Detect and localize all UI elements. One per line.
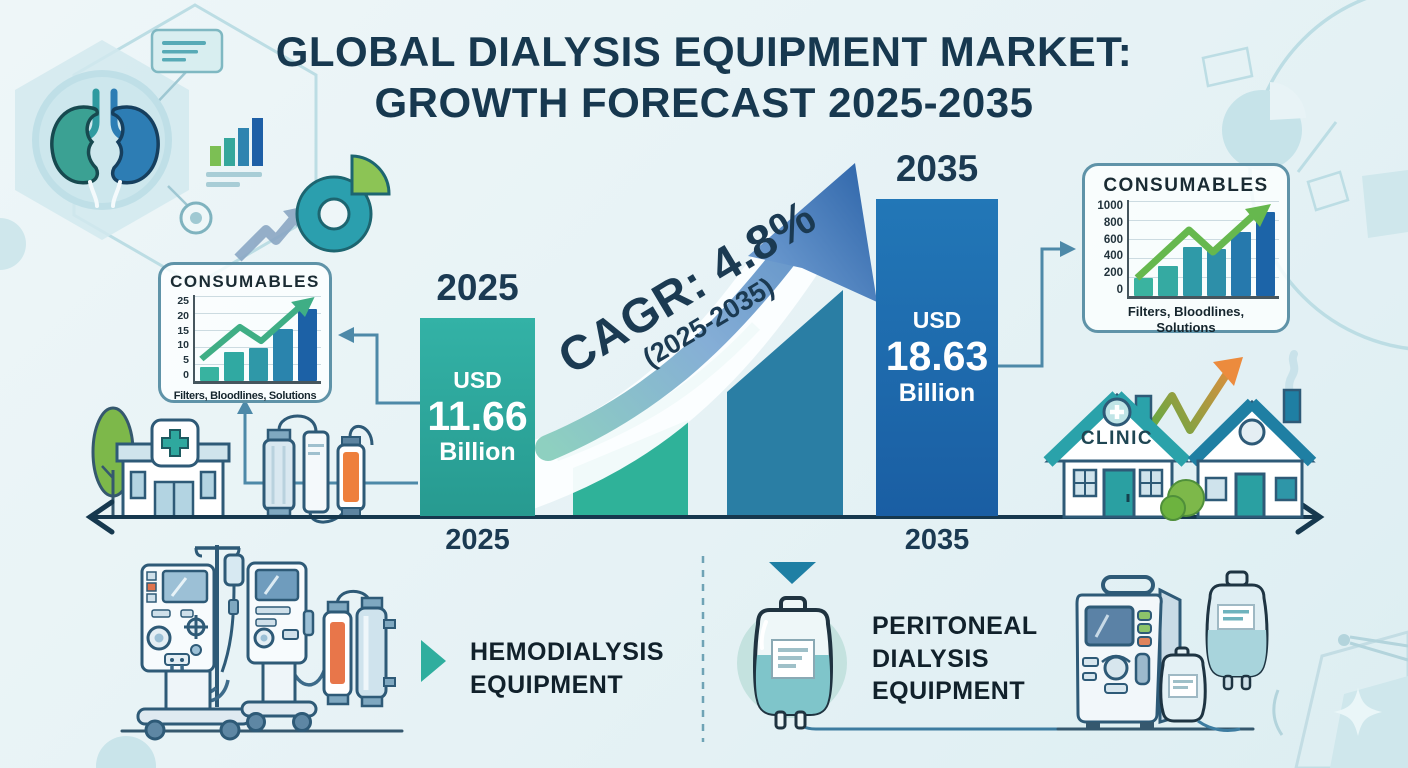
consumables-card-right: CONSUMABLES 1000 800 600 400 200 0 Filte… (1082, 163, 1290, 335)
mini-bar (1158, 266, 1178, 296)
tick-label: 5 (183, 354, 189, 367)
mini-bar (1182, 247, 1202, 296)
y-axis-ticks: 1000 800 600 400 200 0 (1091, 200, 1127, 296)
tick-label: 600 (1103, 233, 1123, 246)
hemodialysis-label: HEMODIALYSIS EQUIPMENT (470, 636, 664, 701)
mini-bar (1134, 278, 1154, 296)
mini-bar (248, 348, 269, 381)
tick-label: 0 (1116, 283, 1123, 296)
card-caption: Filters, Bloodlines, Solutions (1085, 304, 1287, 337)
bar-2035: USD 18.63 Billion (876, 199, 998, 516)
mini-chart: 25 20 15 10 5 0 (167, 295, 321, 384)
bar-currency: USD (912, 307, 962, 334)
consumables-card-left: CONSUMABLES 25 20 15 10 5 0 Filters, Blo… (158, 262, 332, 403)
clinic-home-scene (1043, 350, 1317, 521)
mini-chart: 1000 800 600 400 200 0 (1091, 200, 1279, 299)
bar-2025: USD 11.66 Billion (420, 318, 535, 516)
mini-bar (1255, 212, 1275, 296)
clinic-sign-label: CLINIC (1080, 428, 1154, 449)
card-title: CONSUMABLES (170, 272, 320, 291)
bar-year-label: 2025 (436, 267, 519, 308)
tick-label: 25 (177, 295, 189, 307)
mini-chart-plot (1127, 200, 1279, 299)
pd-cycler-machine (1056, 570, 1269, 732)
card-title: CONSUMABLES (1103, 175, 1269, 196)
caption-line-1: Filters, Bloodlines, (1127, 304, 1245, 319)
bar-unit: Billion (898, 378, 976, 407)
mini-bar (273, 329, 293, 381)
right-triangle-icon (421, 640, 446, 682)
note-card-icon (150, 28, 224, 74)
connector-arrows (237, 241, 1076, 485)
bar-value: 11.66 (427, 392, 528, 439)
kidney-icon (32, 70, 172, 210)
tick-label: 10 (177, 339, 189, 352)
peritoneal-line-1: PERITONEAL (872, 612, 1038, 640)
page-title: GLOBAL DIALYSIS EQUIPMENT MARKET: GROWTH… (0, 26, 1408, 128)
axis-label-2025: 2025 (445, 524, 510, 556)
mini-bars (200, 309, 318, 381)
bar-value: 18.63 (885, 333, 989, 380)
bar-chart-icon (206, 118, 263, 187)
peritoneal-bag-icon (737, 596, 1253, 731)
card-caption: Filters, Bloodlines, Solutions (173, 390, 317, 402)
y-axis-ticks: 25 20 15 10 5 0 (167, 295, 193, 381)
peritoneal-line-3: EQUIPMENT (872, 677, 1026, 705)
bar-unit: Billion (439, 438, 516, 467)
tick-label: 200 (1103, 267, 1123, 280)
bar-2035-group: 2035 USD 18.63 Billion (876, 148, 998, 516)
bar-currency: USD (453, 366, 502, 393)
mini-bars (1134, 212, 1275, 296)
title-line-2: GROWTH FORECAST 2025-2035 (374, 79, 1034, 127)
pie-chart-icon (295, 154, 391, 253)
tick-label: 1000 (1097, 200, 1123, 212)
tick-label: 20 (177, 309, 189, 322)
mini-bar (297, 309, 318, 381)
tick-label: 15 (177, 324, 189, 337)
hemodialysis-line-1: HEMODIALYSIS (470, 638, 665, 666)
mini-chart-plot (193, 295, 321, 384)
tick-label: 0 (183, 368, 189, 381)
bar-year-label: 2035 (895, 148, 979, 189)
tick-label: 400 (1103, 250, 1123, 263)
hemodialysis-machines (120, 545, 404, 741)
tick-label: 800 (1103, 216, 1123, 229)
hemodialysis-line-2: EQUIPMENT (470, 670, 624, 699)
bar-2025-group: 2025 USD 11.66 Billion (420, 267, 535, 516)
peritoneal-line-2: DIALYSIS (872, 644, 990, 673)
mini-bar (200, 367, 220, 381)
caption-line-2: Solutions (1156, 320, 1216, 336)
mini-bar (1231, 232, 1251, 296)
growth-swoosh (494, 163, 877, 516)
peritoneal-label: PERITONEAL DIALYSIS EQUIPMENT (872, 610, 1038, 708)
down-triangle-icon (769, 562, 816, 584)
mini-bar (224, 352, 244, 381)
axis-label-2035: 2035 (904, 524, 970, 556)
hospital-scene (91, 406, 374, 524)
mini-bar (1206, 249, 1227, 296)
title-line-1: GLOBAL DIALYSIS EQUIPMENT MARKET: (275, 28, 1133, 75)
